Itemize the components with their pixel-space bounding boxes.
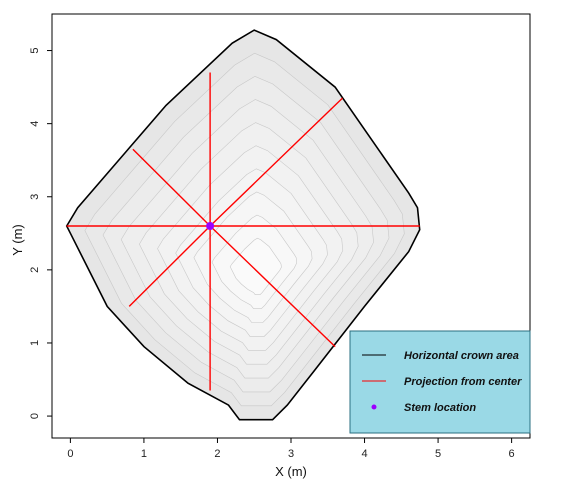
x-axis-title: X (m) — [275, 464, 307, 479]
y-tick-label: 0 — [29, 413, 41, 419]
stem-location-point — [206, 222, 215, 230]
x-axis-ticks: 0 1 2 3 4 5 6 — [67, 438, 515, 460]
x-tick-label: 5 — [435, 448, 441, 460]
projection-line — [132, 148, 211, 227]
x-tick-label: 4 — [361, 448, 367, 460]
y-tick-label: 4 — [29, 121, 41, 127]
projection-line — [209, 225, 336, 348]
y-axis-ticks: 0 1 2 3 4 5 — [29, 47, 52, 419]
x-tick-label: 0 — [67, 448, 73, 460]
y-tick-label: 5 — [29, 47, 41, 53]
legend-label-stem: Stem location — [404, 402, 476, 414]
y-tick-label: 1 — [29, 340, 41, 346]
projection-lines — [66, 72, 420, 391]
legend-label-crown: Horizontal crown area — [404, 350, 519, 362]
y-tick-label: 2 — [29, 267, 41, 273]
projection-line — [128, 225, 211, 307]
legend-label-projection: Projection from center — [404, 376, 522, 388]
legend-box — [349, 330, 531, 434]
crown-outline-line — [65, 29, 421, 421]
x-tick-label: 1 — [141, 448, 147, 460]
x-tick-label: 3 — [288, 448, 294, 460]
crown-surface — [66, 30, 420, 420]
legend: Horizontal crown area Projection from ce… — [349, 330, 531, 434]
crown-contour — [229, 237, 282, 295]
legend-point-stem — [371, 404, 377, 410]
x-tick-label: 2 — [214, 448, 220, 460]
x-tick-label: 6 — [509, 448, 515, 460]
y-tick-label: 3 — [29, 194, 41, 200]
y-axis-title: Y (m) — [10, 224, 25, 256]
projection-line — [209, 97, 343, 227]
